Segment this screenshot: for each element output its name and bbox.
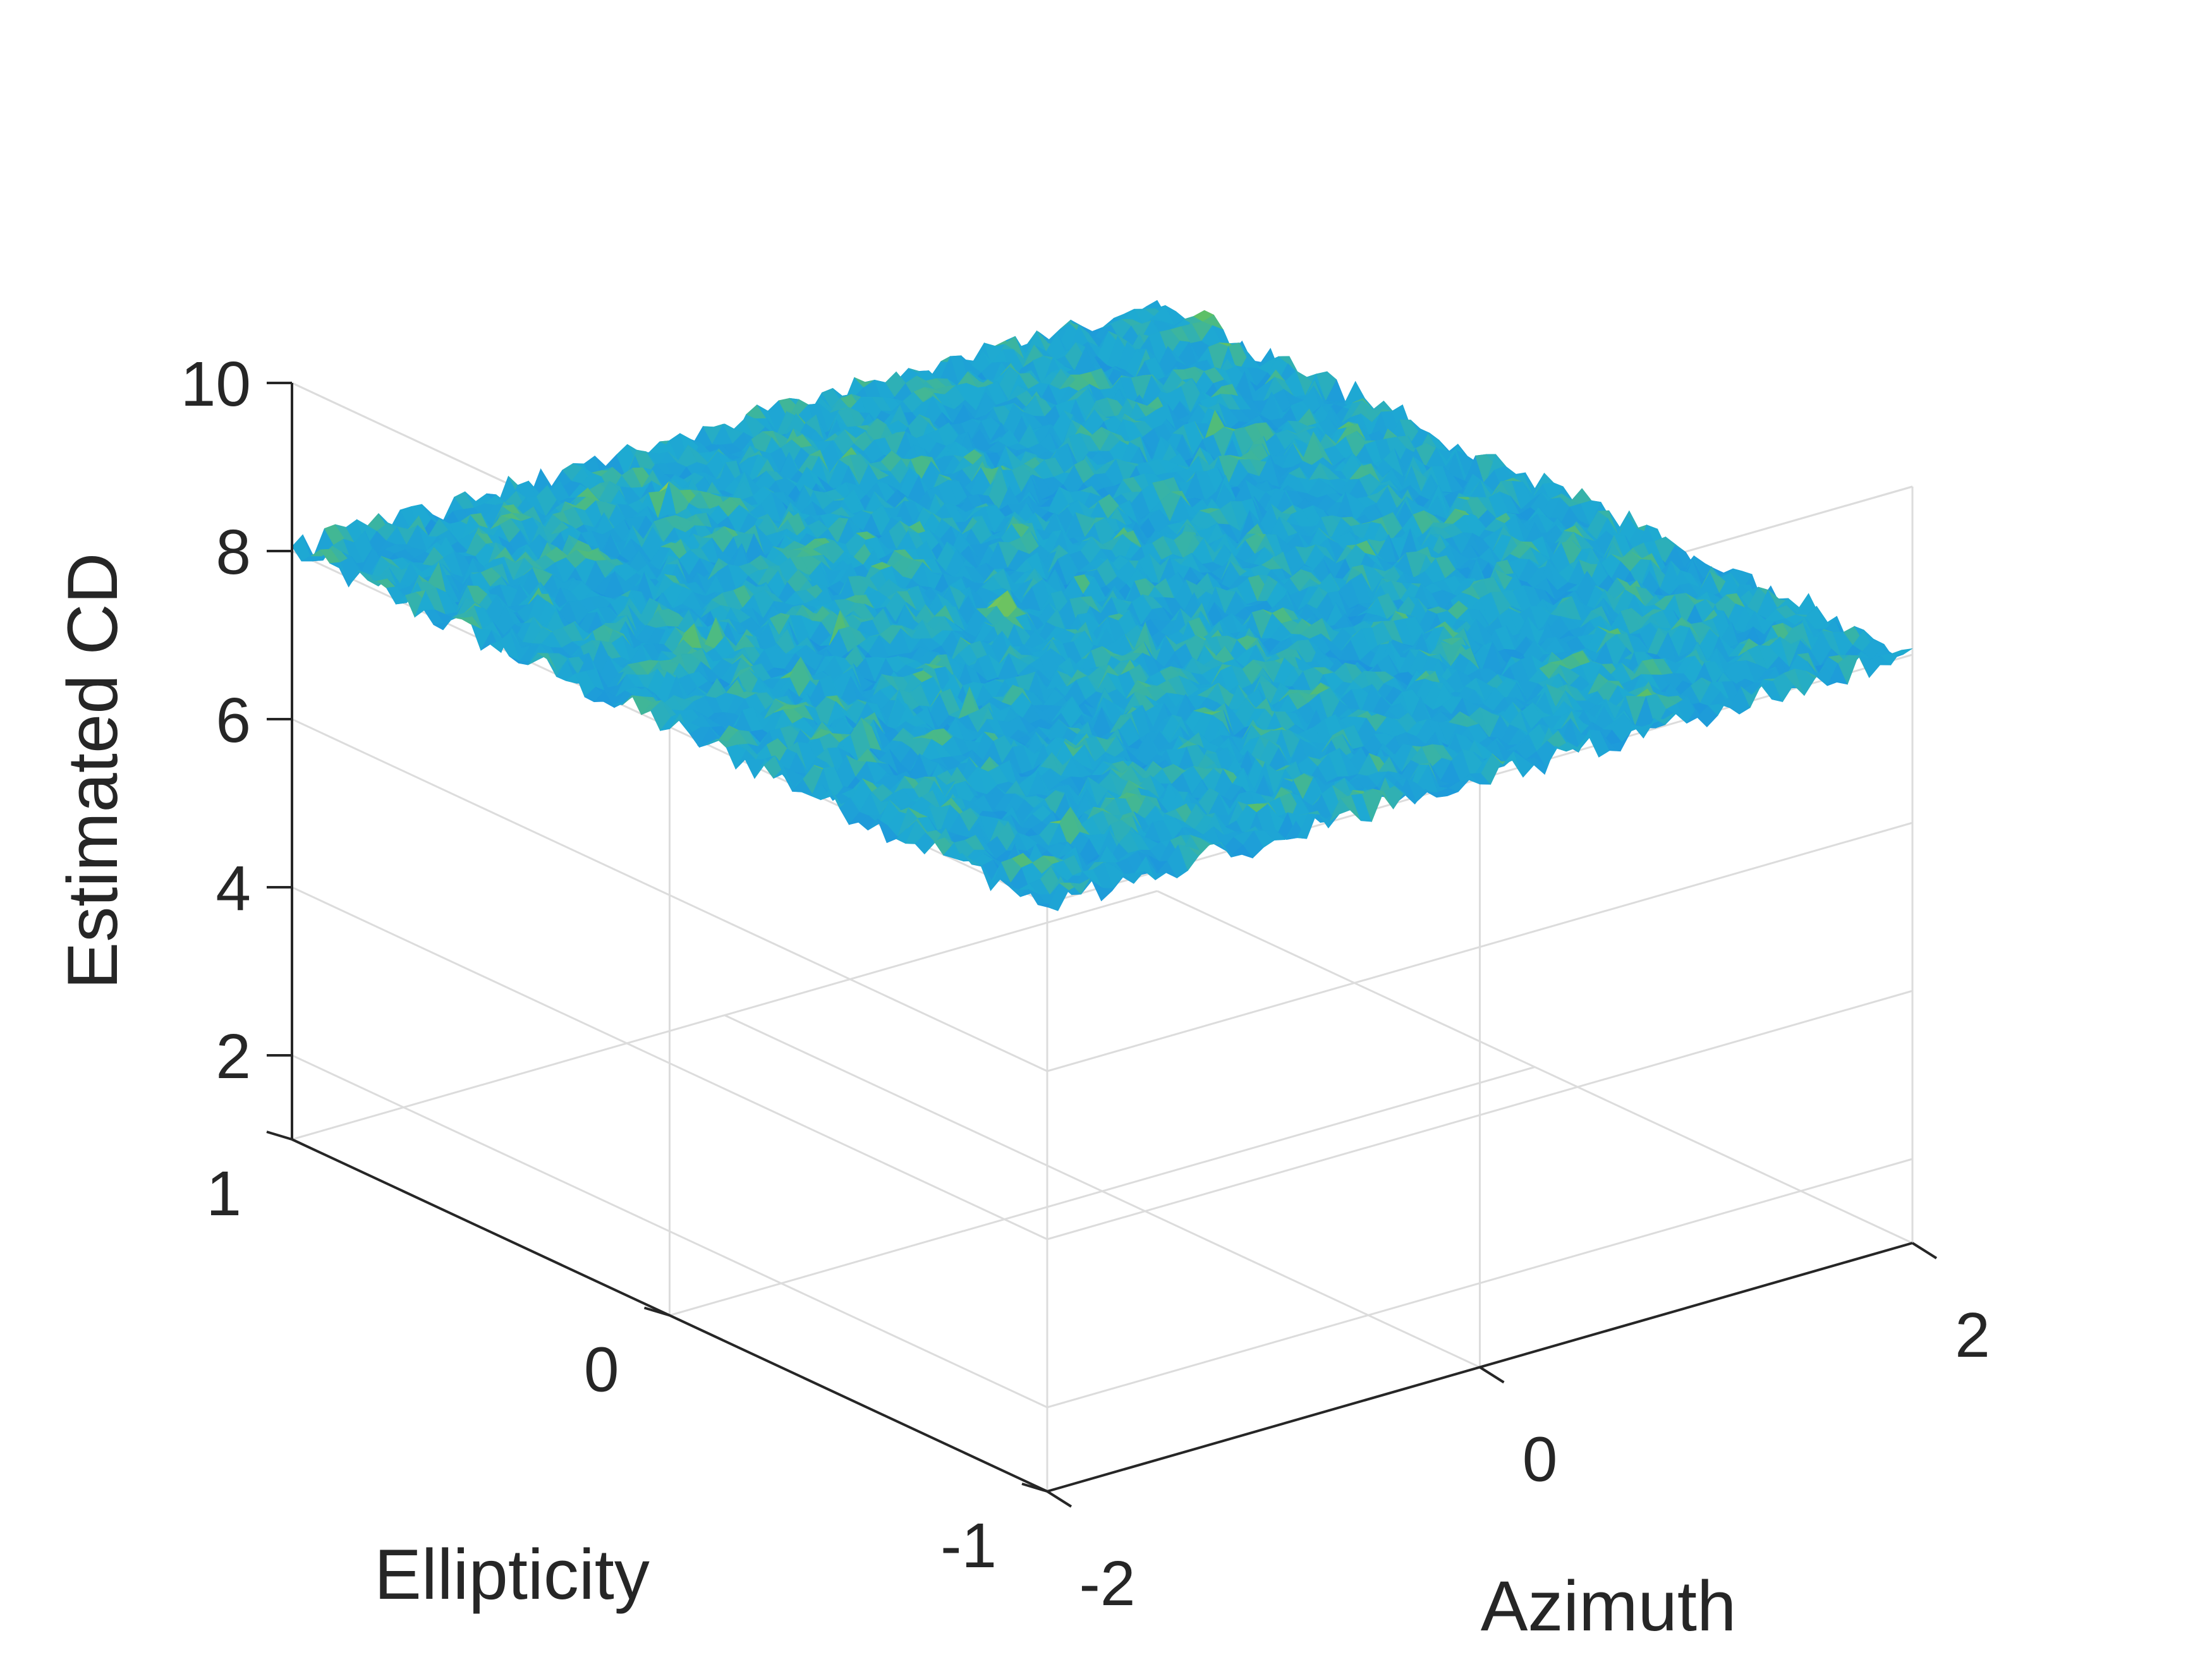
grid-line-y-floor — [292, 891, 1157, 1139]
grid-line-y-floor — [670, 1067, 1535, 1316]
surface-patch — [745, 759, 765, 779]
surface — [292, 300, 1912, 911]
